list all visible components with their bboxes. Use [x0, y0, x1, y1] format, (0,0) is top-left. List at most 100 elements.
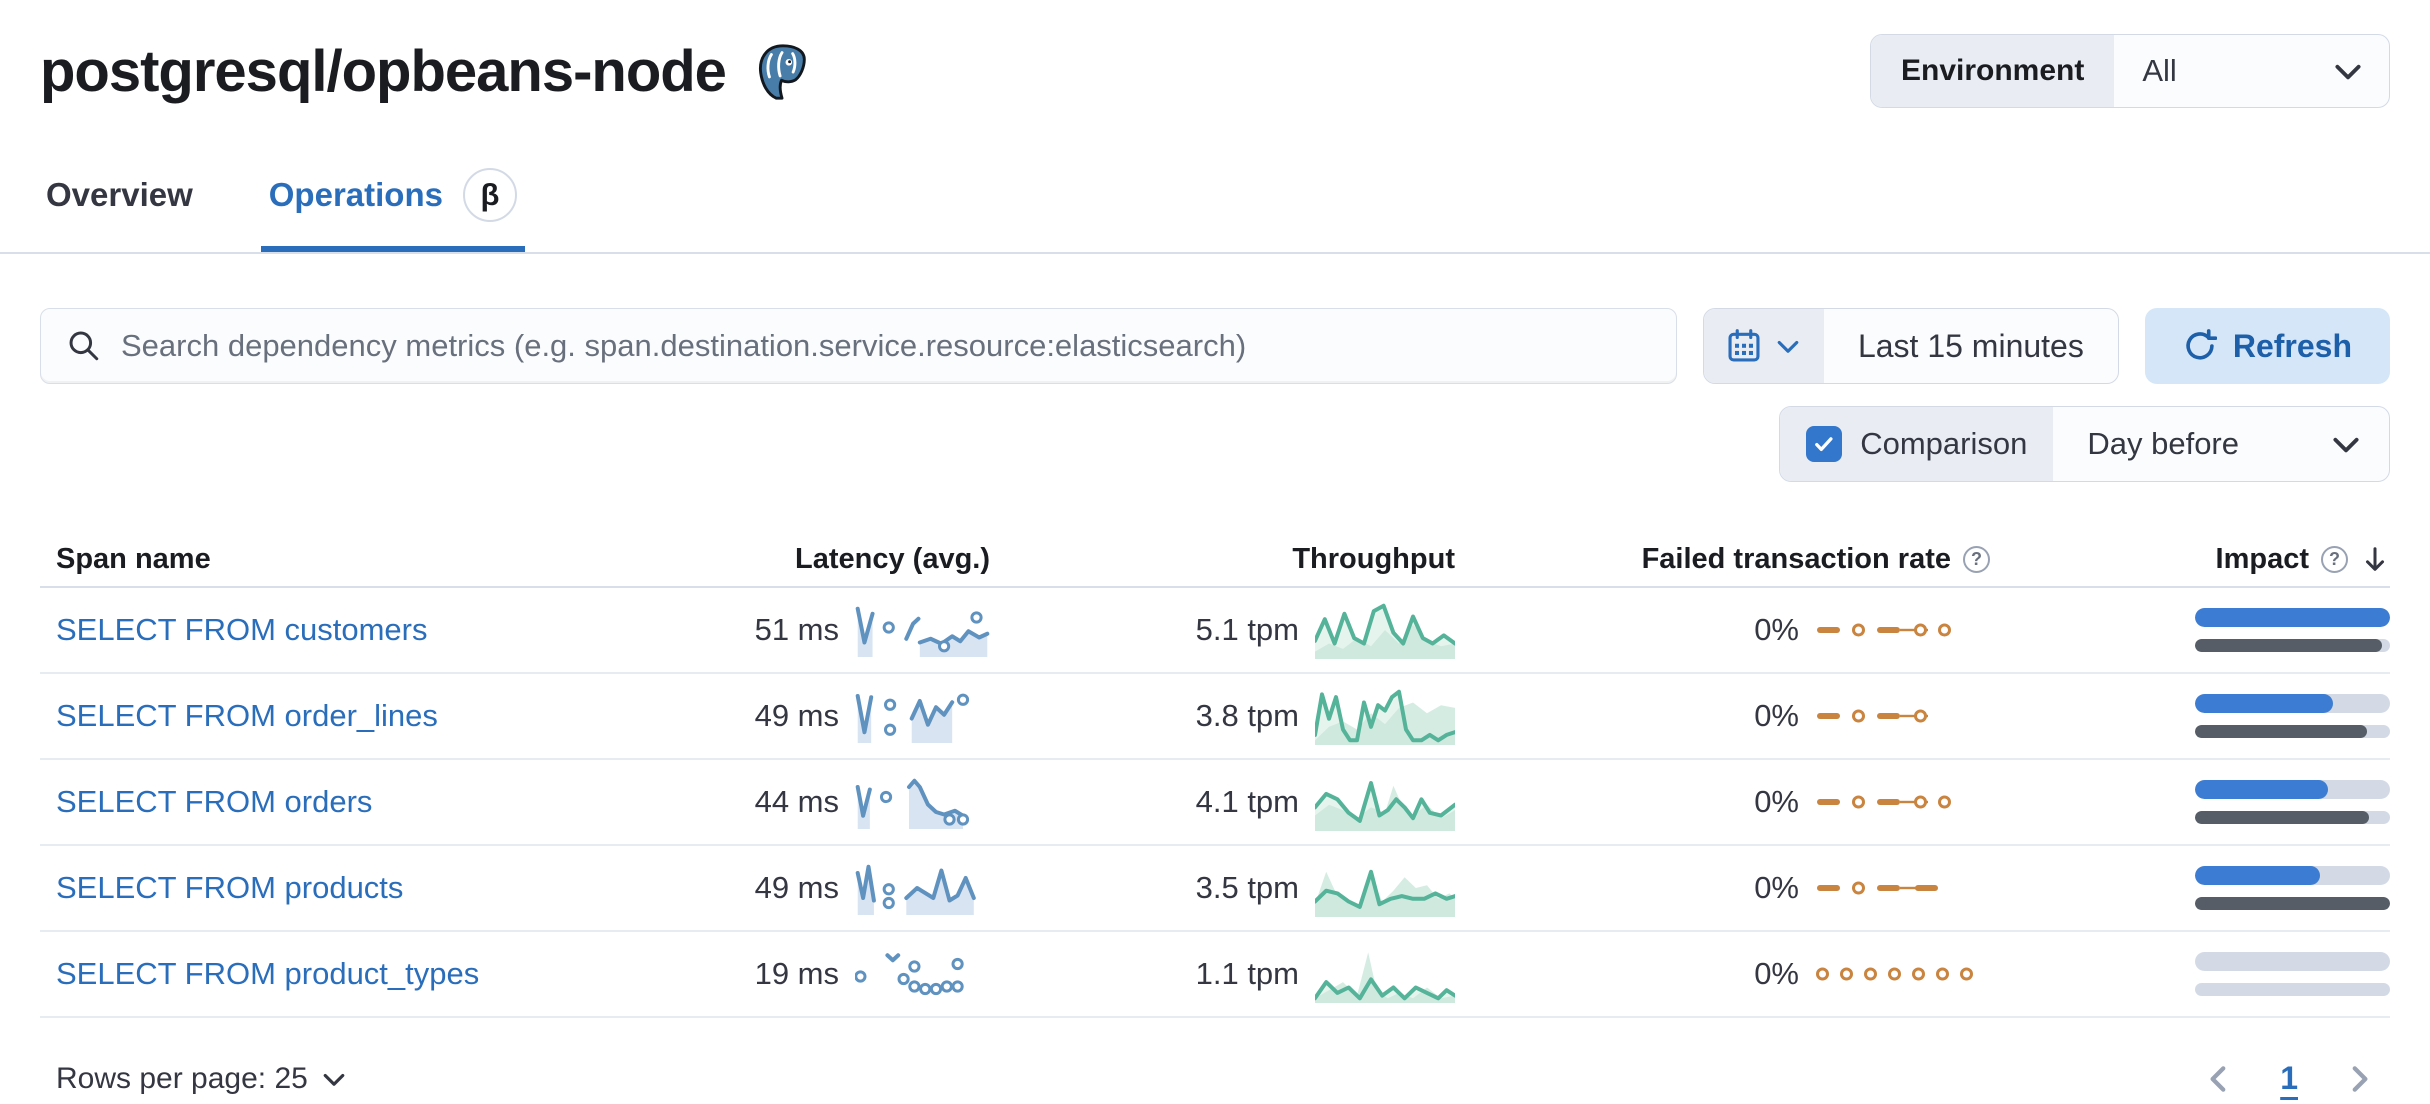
impact-current-bar	[2195, 780, 2328, 799]
comparison-checkbox-group[interactable]: Comparison	[1780, 407, 2054, 481]
latency-sparkline	[855, 864, 976, 915]
throughput-value: 3.5 tpm	[1195, 870, 1299, 905]
chevron-right-icon	[2352, 1065, 2368, 1092]
help-icon[interactable]: ?	[2321, 545, 2348, 573]
impact-previous-bar	[2195, 639, 2383, 652]
latency-cell: 49 ms	[700, 859, 990, 917]
table-row: SELECT FROM order_lines 49 ms 3.8 tpm 0%	[40, 674, 2390, 760]
latency-cell: 44 ms	[700, 773, 990, 831]
span-name-link[interactable]: SELECT FROM product_types	[56, 956, 480, 991]
next-page-button[interactable]	[2342, 1062, 2376, 1096]
table-body: SELECT FROM customers 51 ms 5.1 tpm 0% SELEC…	[40, 588, 2390, 1018]
impact-previous-track	[2195, 811, 2390, 824]
throughput-sparkline	[1315, 869, 1455, 917]
table-footer: Rows per page: 25 1	[40, 1060, 2390, 1097]
environment-value: All	[2142, 53, 2177, 88]
impact-previous-bar	[2195, 725, 2367, 738]
comparison-select[interactable]: Day before	[2053, 407, 2389, 481]
latency-sparkline	[855, 953, 964, 996]
table-row: SELECT FROM product_types 19 ms 1.1 tpm 0%	[40, 932, 2390, 1018]
throughput-sparkline	[1315, 781, 1455, 831]
failed-rate-cell: 0%	[1455, 868, 1990, 908]
column-header-impact[interactable]: Impact ?	[1990, 543, 2390, 576]
impact-previous-bar	[2195, 897, 2390, 910]
throughput-cell: 4.1 tpm	[990, 771, 1455, 833]
latency-sparkline	[855, 693, 970, 743]
rows-per-page-label: Rows per page: 25	[56, 1061, 308, 1095]
impact-cell	[1990, 608, 2390, 652]
search-icon	[69, 331, 99, 361]
impact-current-track	[2195, 866, 2390, 885]
impact-bars	[2195, 694, 2390, 738]
search-input[interactable]	[121, 328, 1650, 364]
refresh-button[interactable]: Refresh	[2144, 308, 2390, 384]
latency-value: 44 ms	[754, 784, 839, 819]
table-row: SELECT FROM customers 51 ms 5.1 tpm 0%	[40, 588, 2390, 674]
rows-per-page-button[interactable]: Rows per page: 25	[56, 1062, 348, 1096]
impact-current-track	[2195, 608, 2390, 627]
tab-operations[interactable]: Operations β	[260, 168, 525, 252]
comparison-value: Day before	[2087, 426, 2239, 461]
impact-current-track	[2195, 780, 2390, 799]
span-name-link[interactable]: SELECT FROM products	[56, 870, 404, 905]
table-row: SELECT FROM orders 44 ms 4.1 tpm 0%	[40, 760, 2390, 846]
comparison-checkbox[interactable]	[1806, 426, 1843, 462]
span-name-cell: SELECT FROM product_types	[40, 956, 700, 992]
span-name-link[interactable]: SELECT FROM order_lines	[56, 698, 438, 733]
failed-rate-cell: 0%	[1455, 954, 1990, 994]
beta-badge: β	[462, 168, 517, 222]
postgresql-logo-icon	[758, 43, 806, 100]
chevron-left-icon	[2210, 1065, 2226, 1092]
failed-rate-cell: 0%	[1455, 610, 1990, 650]
impact-previous-track	[2195, 983, 2390, 996]
failed-rate-value: 0%	[1754, 784, 1799, 819]
calendar-icon	[1728, 329, 1760, 362]
latency-value: 49 ms	[754, 870, 839, 905]
tabs-divider	[0, 252, 2430, 254]
failed-rate-value: 0%	[1754, 956, 1799, 991]
latency-cell: 19 ms	[700, 945, 990, 1003]
impact-previous-track	[2195, 897, 2390, 910]
span-name-link[interactable]: SELECT FROM customers	[56, 612, 428, 647]
span-name-cell: SELECT FROM products	[40, 870, 700, 906]
help-icon[interactable]: ?	[1963, 545, 1990, 573]
refresh-icon	[2186, 329, 2217, 360]
failed-rate-cell: 0%	[1455, 696, 1990, 736]
page-number[interactable]: 1	[2280, 1060, 2298, 1096]
environment-select[interactable]: Environment All	[1870, 34, 2390, 108]
throughput-value: 1.1 tpm	[1195, 956, 1299, 991]
impact-previous-bar	[2195, 811, 2369, 824]
impact-bars	[2195, 780, 2390, 824]
date-picker-calendar-button[interactable]	[1703, 309, 1824, 383]
page-header: postgresql/opbeans-node Environment All	[40, 30, 2390, 108]
chevron-down-icon	[1777, 340, 1799, 353]
failed-rate-value: 0%	[1754, 870, 1799, 905]
tab-bar: Overview Operations β	[40, 168, 2390, 252]
failed-rate-sparkline	[1817, 881, 1938, 895]
column-header-throughput[interactable]: Throughput	[1292, 542, 1455, 575]
column-header-failed-rate[interactable]: Failed transaction rate ?	[1455, 543, 1990, 576]
chevron-down-icon	[323, 1073, 345, 1086]
throughput-value: 3.8 tpm	[1195, 698, 1299, 733]
impact-current-bar	[2195, 608, 2390, 627]
impact-current-track	[2195, 694, 2390, 713]
tab-overview[interactable]: Overview	[46, 168, 193, 252]
column-header-span-name[interactable]: Span name	[56, 542, 211, 575]
previous-page-button[interactable]	[2202, 1062, 2236, 1096]
column-header-latency[interactable]: Latency (avg.)	[795, 542, 990, 575]
impact-bars	[2195, 952, 2390, 996]
chevron-down-icon	[2333, 437, 2359, 453]
span-name-cell: SELECT FROM orders	[40, 784, 700, 820]
throughput-cell: 3.8 tpm	[990, 685, 1455, 747]
toolbar: Last 15 minutes Refresh	[40, 308, 2390, 384]
impact-cell	[1990, 866, 2390, 910]
throughput-sparkline	[1315, 952, 1455, 1003]
check-icon	[1815, 437, 1833, 452]
span-name-cell: SELECT FROM order_lines	[40, 698, 700, 734]
refresh-label: Refresh	[2232, 327, 2352, 364]
tab-operations-label: Operations	[268, 176, 443, 213]
time-range-button[interactable]: Last 15 minutes	[1824, 309, 2118, 383]
latency-cell: 49 ms	[700, 687, 990, 745]
span-name-link[interactable]: SELECT FROM orders	[56, 784, 373, 819]
latency-value: 49 ms	[754, 698, 839, 733]
